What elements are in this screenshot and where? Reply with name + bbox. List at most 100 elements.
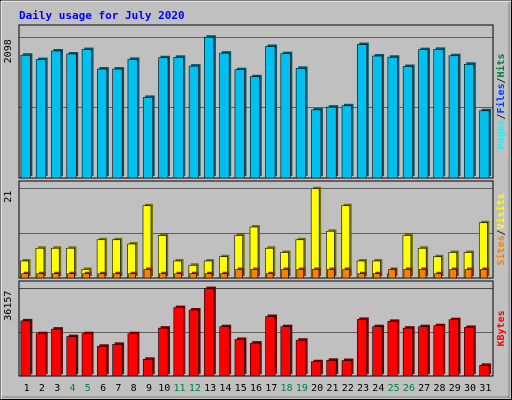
bar-hits-22 — [341, 103, 354, 179]
bar-kbytes-4 — [66, 334, 79, 377]
bar-hits-15 — [234, 67, 247, 179]
bar-visits-20-s0 — [310, 186, 322, 279]
bar-kbytes-28 — [433, 323, 446, 377]
bar-visits-29-s1 — [449, 267, 459, 279]
bar-kbytes-30 — [464, 325, 476, 377]
bar-visits-16-s1 — [250, 267, 260, 279]
bar-kbytes-26 — [402, 326, 415, 377]
day-label-2: 2 — [39, 383, 45, 394]
chart-title: Daily usage for July 2020 — [19, 9, 185, 22]
panel-hits-legend-pages: Pages — [496, 119, 507, 149]
bar-hits-13 — [204, 35, 216, 179]
bar-visits-22-s1 — [342, 267, 352, 279]
day-label-30: 30 — [464, 383, 476, 394]
bar-kbytes-9 — [142, 357, 155, 377]
bar-hits-18 — [280, 51, 293, 179]
bar-hits-12 — [188, 64, 201, 179]
day-labels: 1 2 3 4 5 6 7 8 9 10 11 12 13 14 15 16 17 18 19 20 21 22 23 24 2… — [24, 383, 492, 394]
bar-kbytes-27 — [418, 324, 430, 377]
bar-hits-25 — [387, 55, 400, 179]
bar-visits-20-s1 — [311, 267, 321, 279]
bar-visits-6-s1 — [97, 271, 107, 279]
bar-visits-13-s1 — [204, 271, 214, 279]
bar-hits-1 — [20, 53, 33, 179]
bar-visits-7-s1 — [113, 271, 123, 279]
bar-hits-4 — [66, 52, 79, 179]
day-label-22: 22 — [342, 383, 354, 394]
panel-kbytes-ymax-label: 36157 — [3, 291, 14, 321]
panel-visits: 21 Sites/Visits — [3, 180, 507, 279]
bar-kbytes-14 — [219, 324, 232, 377]
bar-hits-28 — [433, 47, 446, 179]
bar-hits-2 — [35, 57, 48, 179]
bar-kbytes-17 — [265, 314, 278, 377]
chart-panels: 2098Pages/Files/Hits21Sites/Visits36157K… — [3, 24, 507, 377]
bar-kbytes-10 — [158, 326, 170, 377]
bar-kbytes-5 — [81, 331, 94, 377]
panel-visits-legend-sites: Sites — [495, 235, 507, 265]
day-label-20: 20 — [311, 383, 323, 394]
bar-hits-30 — [464, 62, 476, 179]
bar-hits-29 — [448, 53, 461, 179]
bar-hits-20 — [311, 107, 323, 179]
day-label-8: 8 — [131, 383, 137, 394]
bar-kbytes-20 — [311, 359, 323, 377]
panel-hits-legend-hits: Hits — [495, 53, 507, 77]
panel-visits-ymax-label: 21 — [3, 191, 14, 203]
bar-visits-21-s1 — [327, 267, 337, 279]
bar-hits-23 — [356, 42, 369, 179]
bar-hits-14 — [219, 51, 232, 179]
bar-kbytes-22 — [341, 358, 354, 377]
bar-visits-11-s1 — [174, 271, 184, 279]
bar-visits-31-s1 — [480, 267, 490, 279]
panel-hits-ymax-label: 2098 — [3, 39, 14, 63]
bar-visits-10-s1 — [158, 271, 169, 279]
day-label-21: 21 — [326, 383, 338, 394]
bar-visits-9-s0 — [142, 203, 153, 279]
bar-kbytes-3 — [51, 327, 63, 377]
bar-visits-3-s1 — [51, 271, 62, 279]
bar-kbytes-11 — [173, 305, 186, 377]
day-label-24: 24 — [372, 383, 384, 394]
bar-visits-14-s1 — [220, 271, 230, 279]
bar-visits-22-s0 — [341, 203, 352, 279]
day-label-13: 13 — [204, 383, 216, 394]
day-label-26: 26 — [403, 383, 415, 394]
bar-hits-19 — [295, 66, 308, 179]
bar-kbytes-1 — [20, 318, 33, 377]
bar-visits-24-s1 — [373, 271, 383, 279]
panel-hits-legend-sep: / — [496, 77, 507, 83]
day-label-31: 31 — [479, 383, 491, 394]
bar-kbytes-7 — [112, 342, 125, 377]
day-label-23: 23 — [357, 383, 369, 394]
bar-kbytes-23 — [356, 317, 369, 377]
day-label-29: 29 — [449, 383, 461, 394]
bar-visits-9-s1 — [143, 267, 153, 279]
bar-visits-2-s1 — [36, 271, 46, 279]
bar-hits-9 — [142, 95, 155, 179]
bar-visits-12-s1 — [189, 271, 199, 279]
bar-visits-28-s1 — [434, 271, 444, 279]
bar-kbytes-21 — [326, 358, 339, 377]
bar-hits-10 — [158, 55, 170, 179]
bar-visits-17-s1 — [266, 271, 276, 279]
day-label-16: 16 — [250, 383, 262, 394]
panel-visits-legend-visits: Visits — [495, 193, 507, 229]
bar-kbytes-18 — [280, 324, 293, 377]
bar-kbytes-6 — [97, 344, 109, 377]
day-label-15: 15 — [235, 383, 247, 394]
bar-visits-27-s1 — [418, 267, 428, 279]
bar-visits-5-s1 — [82, 271, 92, 279]
bar-visits-19-s1 — [296, 267, 306, 279]
bar-hits-26 — [402, 64, 415, 179]
bar-kbytes-29 — [448, 317, 461, 377]
day-label-12: 12 — [189, 383, 201, 394]
panel-visits-legend-sep: / — [496, 229, 507, 235]
bar-hits-11 — [173, 55, 186, 179]
bar-visits-15-s1 — [235, 267, 245, 279]
day-label-4: 4 — [70, 383, 76, 394]
day-label-25: 25 — [388, 383, 400, 394]
day-label-3: 3 — [54, 383, 60, 394]
bar-kbytes-25 — [387, 319, 400, 377]
